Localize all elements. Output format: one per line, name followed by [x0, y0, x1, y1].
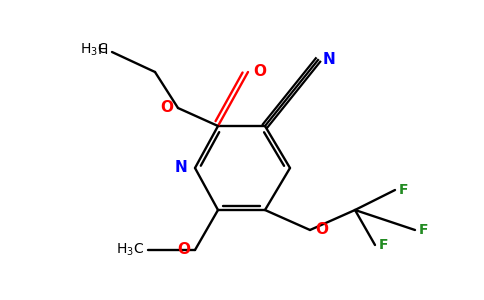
- Text: O: O: [315, 223, 328, 238]
- Text: H$_3$C: H$_3$C: [80, 42, 108, 58]
- Text: N: N: [175, 160, 187, 175]
- Text: F: F: [379, 238, 389, 252]
- Text: O: O: [160, 100, 173, 116]
- Text: H: H: [98, 43, 108, 57]
- Text: O: O: [253, 64, 266, 80]
- Text: O: O: [177, 242, 190, 257]
- Text: F: F: [399, 183, 408, 197]
- Text: N: N: [323, 52, 336, 68]
- Text: H$_3$C: H$_3$C: [116, 242, 144, 258]
- Text: F: F: [419, 223, 428, 237]
